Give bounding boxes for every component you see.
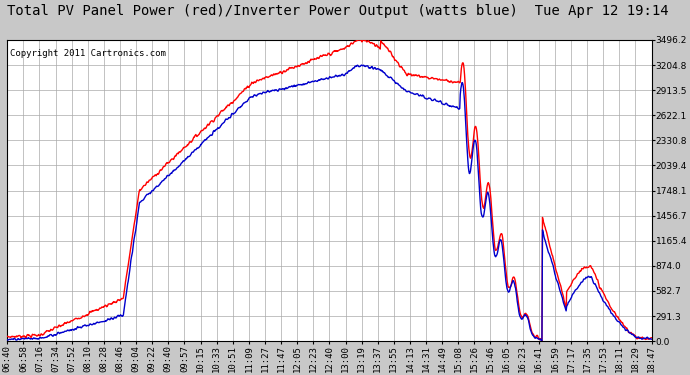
Text: Copyright 2011 Cartronics.com: Copyright 2011 Cartronics.com xyxy=(10,49,166,58)
Text: Total PV Panel Power (red)/Inverter Power Output (watts blue)  Tue Apr 12 19:14: Total PV Panel Power (red)/Inverter Powe… xyxy=(7,4,669,18)
